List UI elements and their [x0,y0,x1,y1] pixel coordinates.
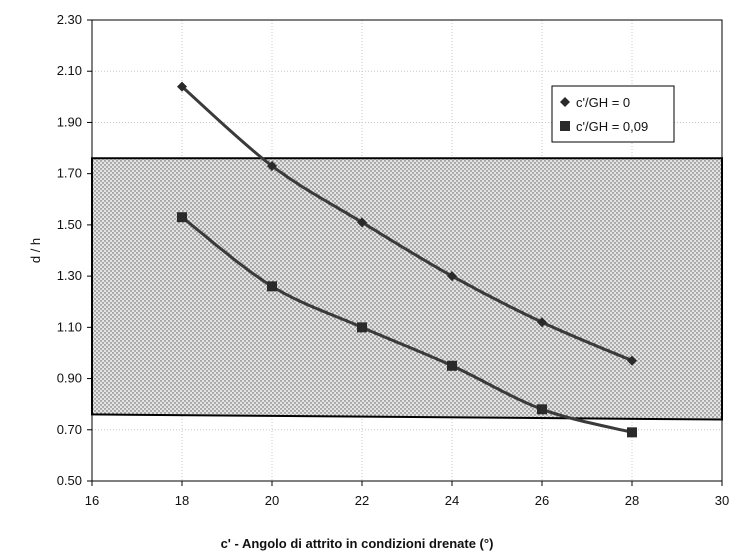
y-tick-label: 2.30 [57,12,82,27]
y-axis-label: d / h [28,238,43,263]
x-tick-label: 30 [715,493,729,508]
shaded-band [92,158,722,419]
x-tick-label: 20 [265,493,279,508]
y-tick-label: 0.50 [57,473,82,488]
x-tick-label: 24 [445,493,459,508]
series-2-point [447,361,457,371]
y-tick-label: 1.50 [57,217,82,232]
y-tick-label: 0.90 [57,371,82,386]
series-2-point [357,322,367,332]
x-tick-label: 16 [85,493,99,508]
y-tick-label: 1.70 [57,166,82,181]
series-2-point [177,212,187,222]
x-tick-label: 26 [535,493,549,508]
y-tick-label: 2.10 [57,63,82,78]
legend-label-1: c'/GH = 0 [576,95,630,110]
x-tick-label: 22 [355,493,369,508]
x-tick-label: 18 [175,493,189,508]
y-tick-label: 1.90 [57,114,82,129]
y-tick-label: 1.10 [57,319,82,334]
series-2-point [537,404,547,414]
legend-marker-2 [560,121,570,131]
y-tick-label: 1.30 [57,268,82,283]
series-2-point [627,427,637,437]
x-tick-label: 28 [625,493,639,508]
legend-label-2: c'/GH = 0,09 [576,119,648,134]
y-tick-label: 0.70 [57,422,82,437]
shaded-band-area [92,158,722,419]
x-axis-label: c' - Angolo di attrito in condizioni dre… [221,536,494,551]
legend: c'/GH = 0 c'/GH = 0,09 [552,86,674,142]
series-2-point [267,281,277,291]
